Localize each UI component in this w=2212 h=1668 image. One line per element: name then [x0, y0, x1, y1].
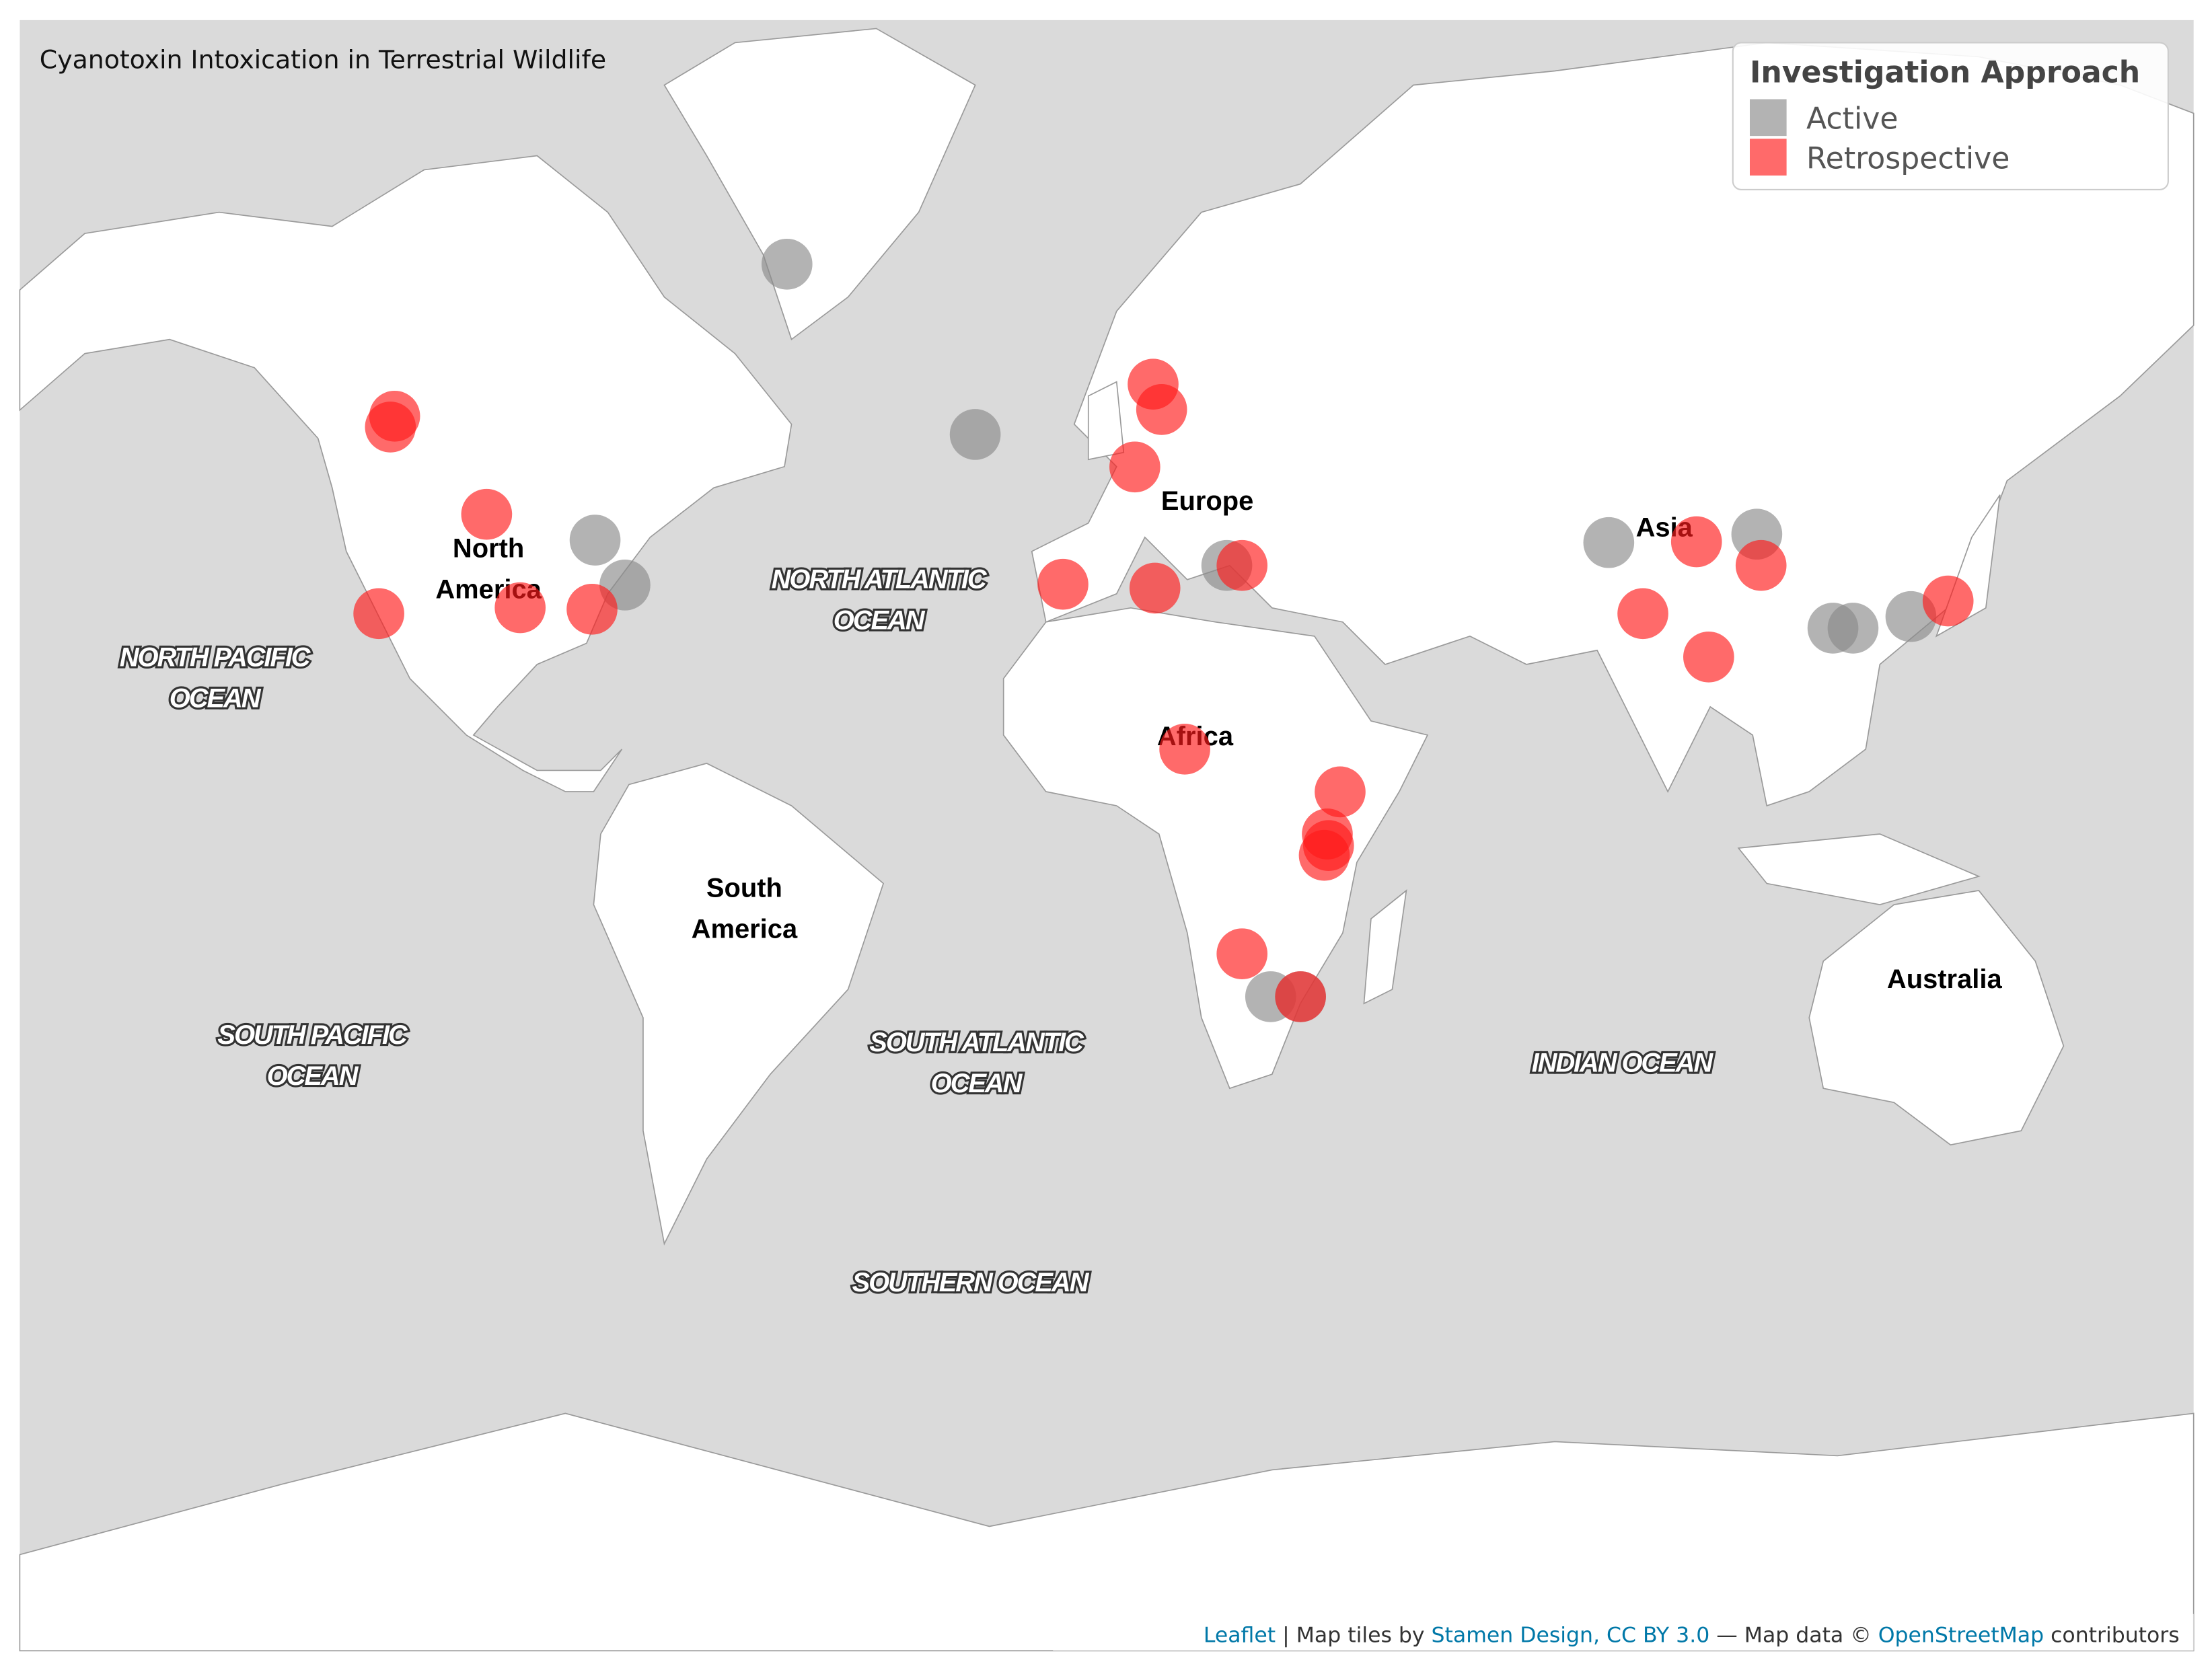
point	[1670, 516, 1722, 568]
ocean-label: OCEAN	[834, 605, 926, 635]
point	[1159, 724, 1210, 775]
attribution: Leaflet | Map tiles by Stamen Design, CC…	[1204, 1624, 2180, 1648]
legend-label: Retrospective	[1806, 141, 2010, 176]
point	[1216, 928, 1268, 979]
point	[353, 588, 404, 640]
point	[1315, 766, 1366, 818]
attr-text: | Map tiles by	[1282, 1624, 1424, 1648]
point	[365, 402, 416, 453]
point	[566, 583, 618, 635]
point	[461, 488, 513, 540]
continent-label: Europe	[1161, 486, 1253, 516]
point	[761, 238, 813, 290]
point	[1129, 562, 1181, 614]
point	[494, 582, 546, 634]
link[interactable]: OpenStreetMap	[1878, 1624, 2044, 1648]
attribution-box	[1053, 1614, 2194, 1651]
point	[1275, 971, 1326, 1022]
legend-swatch	[1749, 139, 1787, 176]
attr-text: — Map data ©	[1716, 1624, 1871, 1648]
point	[949, 409, 1001, 460]
point	[1583, 517, 1635, 568]
legend-label: Active	[1806, 102, 1898, 137]
attr-text: contributors	[2051, 1624, 2180, 1648]
ocean-label: SOUTHERN OCEAN	[852, 1268, 1090, 1297]
legend-swatch	[1749, 99, 1787, 137]
ocean-label: INDIAN OCEAN	[1532, 1048, 1714, 1077]
point	[569, 515, 621, 566]
labels: NorthAmericaSouthAmericaEuropeAfricaAsia…	[118, 484, 2005, 1299]
ocean-label: NORTH ATLANTIC	[772, 564, 988, 594]
legend: Investigation Approach Active Retrospect…	[1732, 42, 2169, 191]
point	[1617, 588, 1668, 640]
legend-title: Investigation Approach	[1750, 55, 2140, 89]
point	[1136, 384, 1187, 435]
continent-label: South	[706, 874, 782, 903]
link[interactable]: Stamen Design, CC BY 3.0	[1432, 1624, 1710, 1648]
point	[1827, 603, 1879, 654]
link[interactable]: Leaflet	[1204, 1624, 1276, 1648]
continent-label: Australia	[1887, 964, 2003, 994]
ocean-label: SOUTH ATLANTIC	[869, 1028, 1084, 1057]
ocean-label: OCEAN	[931, 1069, 1023, 1098]
points	[353, 238, 1974, 1022]
point	[1922, 575, 1974, 627]
continent-label: America	[692, 915, 798, 944]
map-title: Cyanotoxin Intoxication in Terrestrial W…	[40, 44, 606, 74]
point	[1735, 539, 1787, 591]
point	[1216, 539, 1268, 591]
ocean-label: OCEAN	[170, 683, 262, 713]
ocean-label: OCEAN	[267, 1061, 359, 1091]
ocean-label: NORTH PACIFIC	[120, 642, 311, 672]
ocean-label: SOUTH PACIFIC	[217, 1020, 408, 1050]
point	[1037, 558, 1089, 610]
point	[1683, 631, 1734, 683]
legend-box	[1732, 42, 2169, 191]
point	[1109, 441, 1160, 493]
point	[1298, 829, 1350, 881]
